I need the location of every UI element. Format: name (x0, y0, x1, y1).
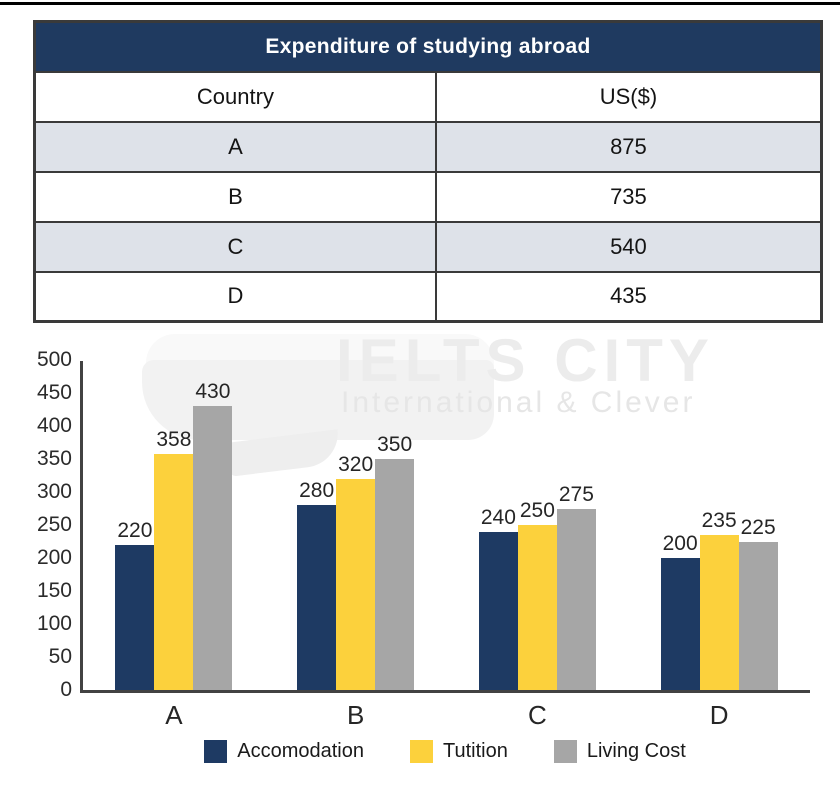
bar-group-a: 220 358 430 (115, 360, 233, 690)
y-axis-tick-label: 200 (36, 546, 72, 569)
legend-swatch-icon (409, 740, 433, 763)
bar-value-label: 320 (338, 452, 374, 476)
table-row: B 735 (33, 170, 823, 223)
y-axis-tick-label: 150 (36, 579, 72, 602)
legend-item-tutition: Tutition (409, 740, 508, 763)
x-axis-line (80, 690, 810, 693)
bar-living-cost-b (375, 459, 415, 690)
bar-column: 240 (478, 360, 518, 690)
bar-group-c: 240 250 275 (478, 360, 596, 690)
bar-column: 200 (660, 360, 700, 690)
bar-living-cost-a (193, 406, 233, 690)
y-axis-tick-label: 450 (36, 381, 72, 404)
bar-column: 280 (297, 360, 337, 690)
bar-column: 235 (699, 360, 739, 690)
table-col-header-usd: US($) (434, 70, 823, 123)
table-row: C 540 (33, 220, 823, 273)
bar-column: 250 (517, 360, 557, 690)
bar-column: 275 (556, 360, 596, 690)
table-title-row: Expenditure of studying abroad (33, 20, 823, 73)
bar-value-label: 250 (519, 499, 555, 522)
table-col-header-country: Country (33, 70, 437, 123)
bar-value-label: 275 (558, 482, 594, 506)
table-cell-country-d: D (33, 270, 437, 323)
bar-accomodation-d (660, 558, 700, 690)
bar-group-b: 280 320 350 (297, 360, 415, 690)
y-axis-tick-labels: 500 450 400 350 300 250 200 150 100 50 0 (22, 348, 72, 701)
bar-column: 430 (193, 360, 233, 690)
table-cell-value-a: 875 (434, 120, 823, 173)
watermark-title: IELTS CITY (336, 327, 715, 394)
table-cell-country-c: C (33, 220, 437, 273)
bar-value-label: 358 (156, 427, 192, 451)
grouped-bar-chart: IELTS CITY International & Clever 500 450… (0, 327, 840, 792)
table-cell-value-c: 540 (434, 220, 823, 273)
legend-item-accomodation: Accomodation (204, 740, 364, 763)
table-cell-country-b: B (33, 170, 437, 223)
bar-tutition-d (699, 534, 739, 690)
bar-accomodation-a (115, 544, 155, 690)
watermark-subtitle: International & Clever (341, 386, 696, 419)
bar-tutition-a (154, 453, 194, 690)
bar-accomodation-b (297, 505, 337, 690)
legend-item-living-cost: Living Cost (553, 740, 686, 763)
bar-value-label: 225 (740, 515, 776, 539)
plot-area: 220 358 430 280 320 350 240 250 275 200 235 225 (83, 360, 810, 690)
bar-column: 220 (115, 360, 155, 690)
table-cell-country-a: A (33, 120, 437, 173)
bar-column: 320 (336, 360, 376, 690)
table-cell-value-b: 735 (434, 170, 823, 223)
y-axis-tick-label: 100 (36, 612, 72, 635)
table-row: A 875 (33, 120, 823, 173)
x-axis-label-c: C (527, 700, 547, 730)
bar-value-label: 235 (701, 508, 737, 532)
table-cell-value-d: 435 (434, 270, 823, 323)
table-header-row: Country US($) (33, 70, 823, 123)
y-axis-tick-label: 500 (36, 348, 72, 371)
y-axis-tick-label: 250 (36, 513, 72, 536)
bar-value-label: 240 (480, 505, 516, 529)
y-axis-tick-label: 350 (36, 447, 72, 470)
bar-value-label: 220 (117, 518, 153, 542)
table-row: D 435 (33, 270, 823, 323)
bar-column: 350 (375, 360, 415, 690)
x-axis-label-d: D (709, 700, 729, 730)
y-axis-tick-label: 300 (36, 480, 72, 503)
y-axis-tick-label: 50 (48, 645, 72, 668)
legend-label: Tutition (442, 740, 508, 762)
bar-value-label: 200 (662, 532, 698, 555)
page-top-divider (0, 2, 840, 5)
legend-label: Living Cost (586, 740, 686, 762)
bar-value-label: 430 (195, 380, 231, 404)
bar-column: 225 (738, 360, 778, 690)
legend-swatch-icon (553, 740, 577, 763)
y-axis-tick-label: 400 (36, 414, 72, 437)
bar-tutition-b (336, 478, 376, 690)
legend-swatch-icon (204, 740, 228, 763)
bar-living-cost-d (738, 541, 778, 690)
y-axis-tick-label: 0 (60, 678, 72, 701)
table-title: Expenditure of studying abroad (33, 20, 823, 73)
expenditure-table: Expenditure of studying abroad Country U… (33, 20, 823, 323)
x-axis-label-a: A (165, 700, 183, 730)
bar-living-cost-c (556, 508, 596, 690)
watermark: IELTS CITY International & Clever (0, 327, 840, 792)
x-axis-label-b: B (346, 700, 365, 730)
bar-column: 358 (154, 360, 194, 690)
bar-tutition-c (517, 525, 557, 690)
bar-value-label: 280 (299, 479, 335, 503)
bar-group-d: 200 235 225 (660, 360, 778, 690)
x-axis-category-labels: A B C D (83, 700, 810, 731)
bar-accomodation-c (478, 531, 518, 690)
bar-value-label: 350 (377, 433, 413, 456)
y-axis-line (80, 361, 83, 692)
legend-label: Accomodation (237, 740, 364, 762)
chart-legend: Accomodation Tutition Living Cost (80, 740, 810, 763)
